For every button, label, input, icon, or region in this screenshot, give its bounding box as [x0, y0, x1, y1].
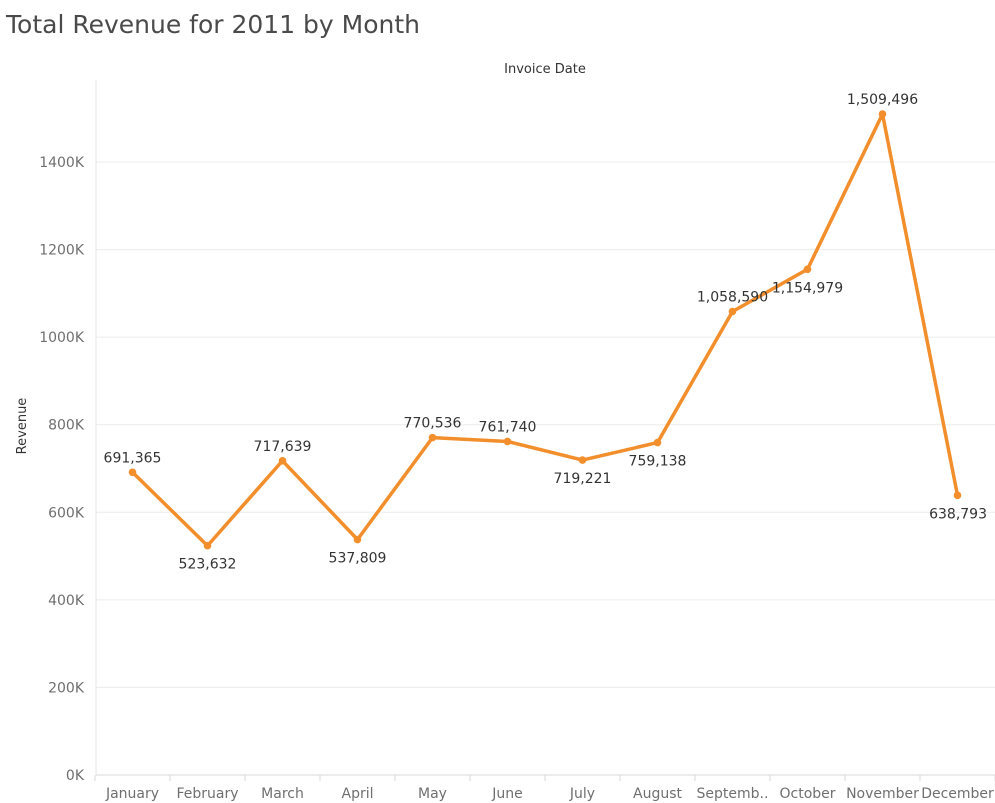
data-label: 770,536 [404, 416, 462, 432]
x-tick-label: Septemb.. [697, 786, 769, 802]
data-point [353, 535, 362, 544]
x-tick-label: April [342, 786, 374, 802]
gridlines [95, 80, 995, 776]
x-tick-label: August [633, 786, 683, 802]
data-point [128, 468, 137, 477]
x-tick-label: February [176, 786, 238, 802]
data-label: 719,221 [554, 471, 612, 487]
data-label: 523,632 [179, 557, 237, 573]
y-tick-label: 1000K [39, 330, 85, 346]
data-point [878, 110, 887, 118]
data-label: 761,740 [479, 419, 537, 435]
data-label: 1,509,496 [847, 92, 918, 108]
x-axis-title: Invoice Date [504, 62, 586, 77]
x-tick-label: July [569, 786, 595, 802]
data-point [503, 437, 512, 446]
data-label: 691,365 [104, 450, 162, 466]
data-point [653, 438, 662, 447]
data-point [803, 265, 812, 274]
y-tick-label: 200K [48, 680, 85, 696]
data-label: 717,639 [254, 439, 312, 455]
y-axis-title: Revenue [15, 398, 30, 455]
data-point [953, 491, 962, 500]
series-line [130, 112, 960, 548]
x-tick-label: May [418, 786, 447, 802]
y-tick-label: 1200K [39, 243, 85, 259]
data-point [203, 541, 212, 550]
series-revenue [128, 110, 962, 550]
data-label: 537,809 [329, 551, 387, 567]
data-label: 638,793 [929, 506, 987, 522]
y-tick-label: 0K [66, 768, 85, 784]
data-point [578, 456, 587, 464]
axes: Invoice Date Revenue [15, 62, 586, 454]
x-tick-label: December [921, 786, 994, 802]
chart-title: Total Revenue for 2011 by Month [6, 10, 421, 39]
x-tick-label: October [779, 786, 835, 802]
data-label: 759,138 [629, 454, 687, 470]
x-axis-ticks: January February March April May June July Augu… [94, 775, 995, 802]
x-tick-label: November [846, 786, 919, 802]
x-tick-label: January [105, 786, 159, 802]
data-label: 1,058,590 [697, 289, 768, 305]
y-tick-label: 400K [48, 593, 85, 609]
data-point [728, 307, 737, 316]
data-labels: 691,365 523,632 717,639 537,809 770,536 761,7… [104, 92, 987, 573]
x-tick-label: June [491, 786, 523, 802]
y-tick-label: 800K [48, 418, 85, 434]
data-point [278, 456, 287, 465]
data-point [428, 433, 437, 442]
x-tick-label: March [261, 786, 304, 802]
y-tick-label: 1400K [39, 155, 85, 171]
y-axis-ticks: 0K 200K 400K 600K 800K 1000K 1200K 1400K [39, 155, 85, 784]
data-label: 1,154,979 [772, 280, 843, 296]
y-tick-label: 600K [48, 505, 85, 521]
